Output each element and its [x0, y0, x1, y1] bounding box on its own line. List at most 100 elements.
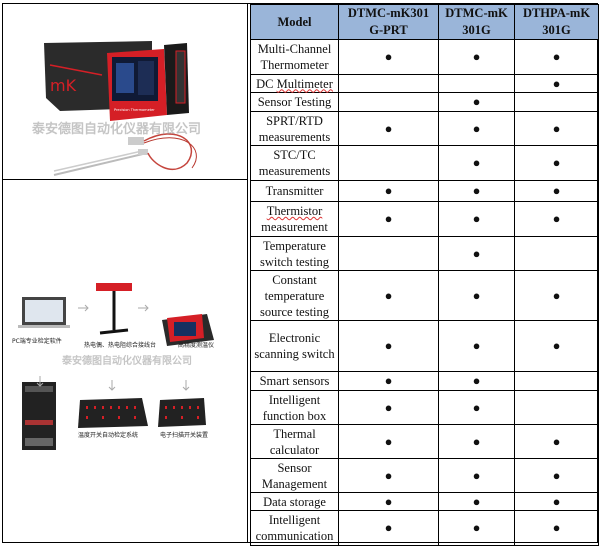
supported-dot-icon: ● — [384, 373, 393, 388]
feature-cell: Intelligent function box — [250, 390, 339, 425]
supported-dot-icon: ● — [384, 120, 393, 136]
support-cell: ● — [514, 145, 599, 181]
support-cell: ● — [338, 270, 439, 321]
feature-label: Sensor Management — [261, 460, 328, 491]
table-row: Smart sensors ● ● — [250, 371, 599, 391]
support-cell: ● — [438, 390, 515, 425]
support-cell: ● — [438, 458, 515, 493]
supported-dot-icon: ● — [472, 338, 481, 353]
support-cell: ● — [338, 458, 439, 493]
header-model: Model — [250, 4, 339, 40]
support-cell: ● — [338, 510, 439, 546]
feature-label: Data storage — [263, 494, 326, 509]
support-cell: ● — [514, 180, 599, 202]
supported-dot-icon: ● — [552, 211, 561, 226]
supported-dot-icon: ● — [384, 399, 393, 415]
feature-cell: Sensor Management — [250, 458, 339, 493]
supported-dot-icon: ● — [472, 399, 481, 415]
support-cell — [514, 371, 599, 391]
supported-dot-icon: ● — [384, 467, 393, 483]
brand-logo: mK — [50, 76, 77, 95]
support-cell: ● — [514, 270, 599, 321]
supported-dot-icon: ● — [552, 338, 561, 353]
table-row: Data storage ● ● ● — [250, 492, 599, 511]
supported-dot-icon: ● — [472, 49, 481, 64]
support-cell: ● — [338, 371, 439, 391]
supported-dot-icon: ● — [552, 183, 561, 198]
feature-label: Electronic scanning switch — [254, 331, 335, 361]
feature-label: Thermistor measurement — [261, 204, 328, 234]
table-row: Thermistor measurement ● ● ● — [250, 201, 599, 237]
feature-cell: Smart sensors — [250, 371, 339, 391]
table-row: Intelligent communication ● ● ● — [250, 510, 599, 546]
support-cell: ● — [514, 39, 599, 75]
support-cell — [338, 236, 439, 271]
support-cell: ● — [438, 111, 515, 146]
feature-label: Intelligent function box — [262, 392, 327, 423]
feature-cell: Sensor Testing — [250, 92, 339, 112]
table-row: Thermal calculator ● ● ● — [250, 424, 599, 459]
feature-cell: DC Multimeter — [250, 74, 339, 93]
supported-dot-icon: ● — [552, 120, 561, 136]
support-cell: ● — [438, 424, 515, 459]
support-cell: ● — [438, 371, 515, 391]
support-cell: ● — [514, 201, 599, 237]
support-cell: ● — [438, 492, 515, 511]
feature-cell: Constant temperature source testing — [250, 270, 339, 321]
table-row: Temperature switch testing ● — [250, 236, 599, 271]
support-cell: ● — [338, 111, 439, 146]
support-cell: ● — [438, 510, 515, 546]
support-cell: ● — [338, 180, 439, 202]
table-row: Electronic scanning switch ● ● ● — [250, 320, 599, 372]
watermark: 泰安德图自动化仪器有限公司 — [62, 356, 192, 367]
supported-dot-icon: ● — [552, 155, 561, 170]
supported-dot-icon: ● — [384, 433, 393, 449]
supported-dot-icon: ● — [472, 245, 481, 261]
support-cell: ● — [338, 201, 439, 237]
feature-label: Temperature switch testing — [259, 238, 330, 269]
support-cell: ● — [514, 424, 599, 459]
caption-thermometer: 高精度测温仪 — [178, 342, 215, 349]
feature-label: Sensor Testing — [257, 95, 332, 109]
supported-dot-icon: ● — [384, 211, 393, 226]
calibration-system-image — [18, 283, 214, 450]
support-cell: ● — [338, 39, 439, 75]
caption-switch-system: 温度开关自动检定系统 — [78, 432, 139, 439]
feature-cell: Thermal calculator — [250, 424, 339, 459]
table-row: Intelligent function box ● ● — [250, 390, 599, 425]
caption-wiring-station: 热电偶、热电阻综合接线台 — [84, 342, 157, 349]
feature-cell: Multi-Channel Thermometer — [250, 39, 339, 75]
supported-dot-icon: ● — [552, 49, 561, 64]
header-dtmc-mk301g-prt: DTMC-mK301 G-PRT — [338, 4, 439, 40]
support-cell: ● — [514, 74, 599, 93]
supported-dot-icon: ● — [552, 520, 561, 535]
feature-label: DC Multimeter — [256, 76, 333, 91]
supported-dot-icon: ● — [384, 520, 393, 535]
supported-dot-icon: ● — [472, 467, 481, 483]
header-dthpa-mk301g: DTHPA-mK 301G — [514, 4, 599, 40]
feature-cell: STC/TC measurements — [250, 145, 339, 181]
supported-dot-icon: ● — [472, 183, 481, 198]
supported-dot-icon: ● — [472, 373, 481, 388]
support-cell: ● — [438, 201, 515, 237]
header-dtmc-mk301g: DTMC-mK 301G — [438, 4, 515, 40]
support-cell: ● — [438, 39, 515, 75]
table-row: Multi-Channel Thermometer ● ● ● — [250, 39, 599, 75]
support-cell — [514, 390, 599, 425]
model-feature-table: Model DTMC-mK301 G-PRT DTMC-mK 301G DTHP… — [250, 4, 599, 546]
feature-cell: SPRT/RTD measurements — [250, 111, 339, 146]
supported-dot-icon: ● — [472, 287, 481, 303]
support-cell: ● — [438, 92, 515, 112]
table-row: SPRT/RTD measurements ● ● ● — [250, 111, 599, 146]
support-cell: ● — [438, 180, 515, 202]
feature-cell: Transmitter — [250, 180, 339, 202]
feature-label: Intelligent communication — [255, 513, 334, 543]
supported-dot-icon: ● — [472, 94, 481, 109]
support-cell: ● — [438, 320, 515, 372]
feature-cell: Thermistor measurement — [250, 201, 339, 237]
supported-dot-icon: ● — [384, 493, 393, 509]
feature-label: Thermal calculator — [269, 426, 320, 457]
flow-arrows — [36, 304, 190, 391]
support-cell: ● — [338, 424, 439, 459]
supported-dot-icon: ● — [472, 120, 481, 136]
